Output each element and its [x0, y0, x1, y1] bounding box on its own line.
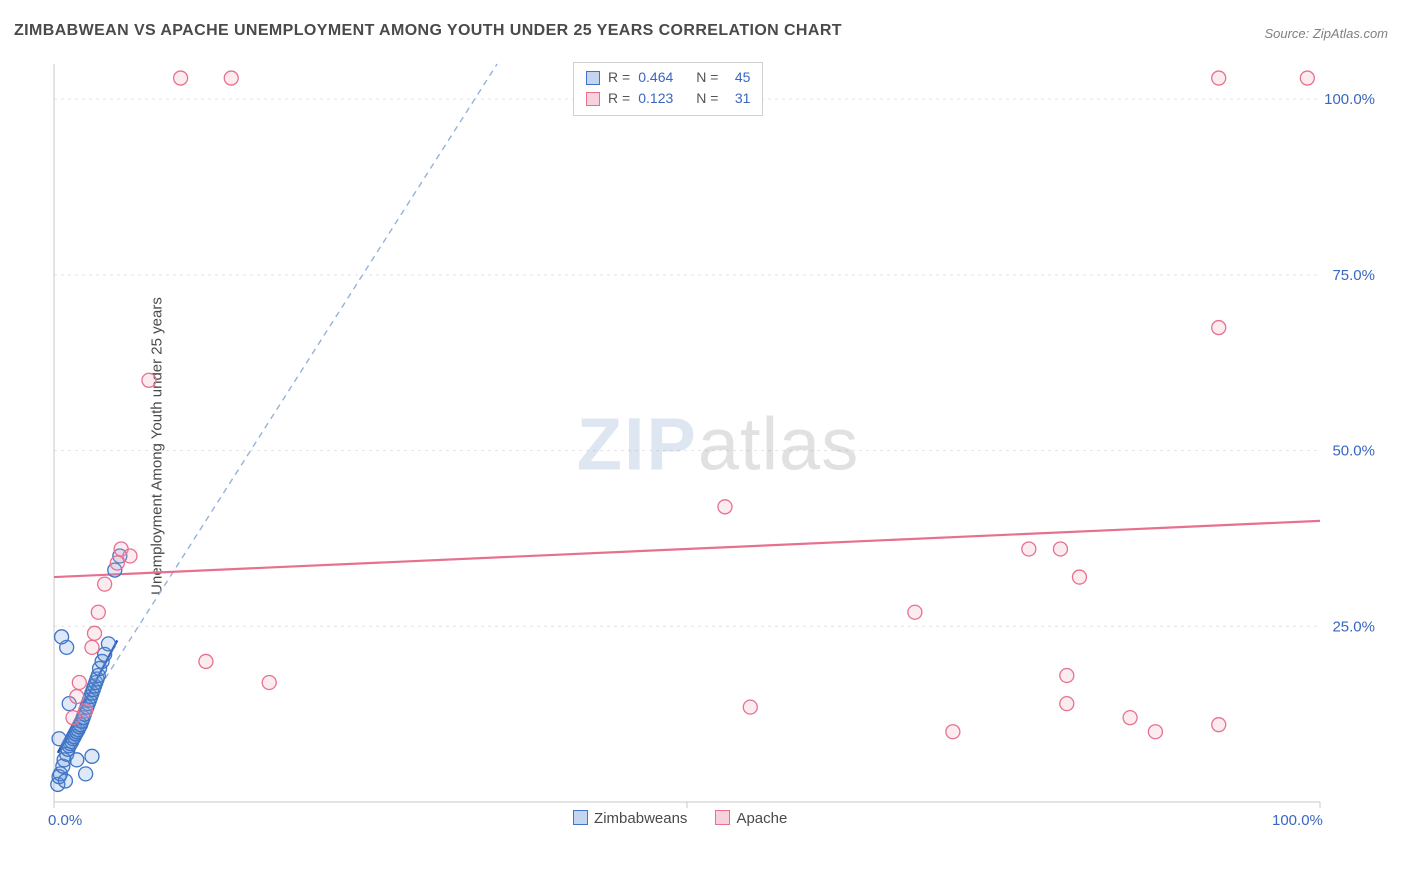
svg-text:50.0%: 50.0%: [1332, 443, 1375, 460]
series-swatch-icon: [586, 92, 600, 106]
legend-swatch-icon: [715, 810, 730, 825]
x-tick-label: 0.0%: [48, 812, 82, 829]
legend-label: Zimbabweans: [594, 810, 687, 827]
n-value: 45: [726, 67, 750, 88]
r-value: 0.123: [638, 88, 682, 109]
source-attribution: Source: ZipAtlas.com: [1264, 26, 1388, 41]
n-value: 31: [726, 88, 750, 109]
svg-text:100.0%: 100.0%: [1324, 91, 1375, 108]
chart-container: ZIMBABWEAN VS APACHE UNEMPLOYMENT AMONG …: [0, 0, 1406, 892]
legend-label: Apache: [736, 810, 787, 827]
r-label: R =: [608, 67, 630, 88]
stats-row: R = 0.464 N = 45: [586, 67, 750, 88]
legend-swatch-icon: [573, 810, 588, 825]
series-swatch-icon: [586, 71, 600, 85]
r-value: 0.464: [638, 67, 682, 88]
scatter-svg: 25.0% 50.0% 75.0% 100.0%: [48, 58, 1388, 838]
series-legend: Zimbabweans Apache: [573, 810, 787, 827]
n-label: N =: [696, 88, 718, 109]
chart-title: ZIMBABWEAN VS APACHE UNEMPLOYMENT AMONG …: [14, 22, 842, 40]
x-tick-label: 100.0%: [1272, 812, 1323, 829]
correlation-stats-box: R = 0.464 N = 45 R = 0.123 N = 31: [573, 62, 763, 116]
n-label: N =: [696, 67, 718, 88]
svg-text:75.0%: 75.0%: [1332, 267, 1375, 284]
legend-item: Apache: [715, 810, 787, 827]
legend-item: Zimbabweans: [573, 810, 687, 827]
plot-area: 25.0%50.0%75.0%100.0% ZIPatlas R =0.464N…: [48, 58, 1388, 838]
svg-text:25.0%: 25.0%: [1332, 618, 1375, 635]
r-label: R =: [608, 88, 630, 109]
stats-row: R = 0.123 N = 31: [586, 88, 750, 109]
